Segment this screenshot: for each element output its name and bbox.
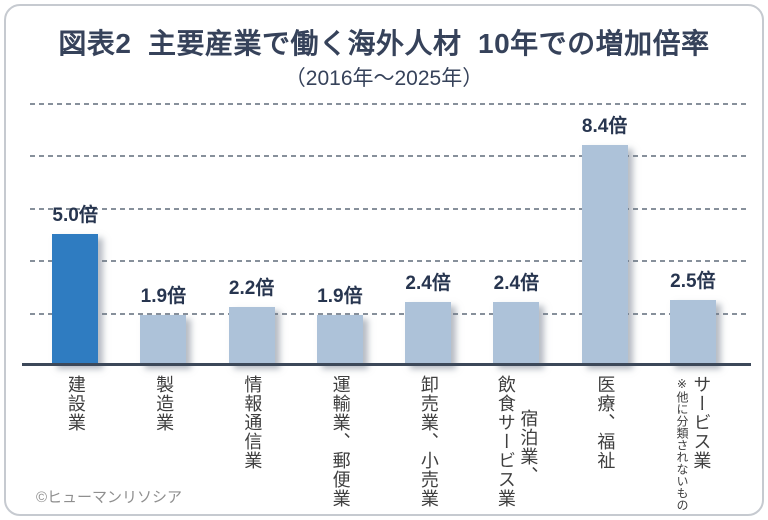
grid-layer xyxy=(30,103,748,365)
category-label-column: サービス業 xyxy=(691,375,712,470)
category-label-column: 情報通信業 xyxy=(242,375,263,470)
bar-slot: 2.4倍 xyxy=(384,103,472,365)
bars-layer: 5.0倍 1.9倍 2.2倍 1.9倍 2.4倍 2.4倍 8.4倍 2.5倍 xyxy=(31,103,737,365)
category-label: サービス業 ※他に分類されないもの xyxy=(649,375,737,511)
bar-slot: 2.5倍 xyxy=(649,103,737,365)
category-label: 建設業 xyxy=(31,375,119,511)
category-label: 情報通信業 xyxy=(208,375,296,511)
bar xyxy=(140,315,187,365)
bar xyxy=(316,315,363,365)
category-label-column: 宿泊業、 xyxy=(518,409,539,485)
bar xyxy=(493,302,540,365)
category-label-column: 建設業 xyxy=(65,375,86,432)
category-label-column: 製造業 xyxy=(154,375,175,432)
category-label: 宿泊業、 飲食サービス業 xyxy=(472,375,560,511)
category-label-column: 運輸業、郵便業 xyxy=(330,375,351,508)
category-label: 運輸業、郵便業 xyxy=(296,375,384,511)
bar xyxy=(52,234,99,365)
bar-value-label: 2.4倍 xyxy=(493,273,540,295)
bar xyxy=(581,144,628,365)
gridline xyxy=(30,155,748,158)
category-label: 医療、福祉 xyxy=(561,375,649,511)
bar xyxy=(405,302,452,365)
bar-slot: 5.0倍 xyxy=(31,103,119,365)
bar-slot: 2.2倍 xyxy=(208,103,296,365)
category-label-column: 卸売業、小売業 xyxy=(418,375,439,508)
bar-slot: 2.4倍 xyxy=(472,103,560,365)
category-label: 卸売業、小売業 xyxy=(384,375,472,511)
chart-title: 図表2 主要産業で働く海外人材 10年での増加倍率 xyxy=(58,28,710,59)
category-label: 製造業 xyxy=(119,375,207,511)
category-labels: 建設業 製造業 情報通信業 運輸業、郵便業 卸売業、小売業 宿泊業、 飲食サービ… xyxy=(31,375,737,511)
chart-frame xyxy=(4,4,764,516)
bar-value-label: 1.9倍 xyxy=(140,286,187,308)
bar-slot: 1.9倍 xyxy=(296,103,384,365)
bar xyxy=(669,299,716,365)
bar xyxy=(228,307,275,365)
bar-value-label: 1.9倍 xyxy=(317,286,363,308)
chart-subtitle: （2016年～2025年） xyxy=(284,67,484,90)
credit-text: ©ヒューマンリソシア xyxy=(36,489,183,506)
bar-value-label: 2.2倍 xyxy=(228,278,275,300)
bar-value-label: 5.0倍 xyxy=(52,205,98,226)
bar-value-label: 8.4倍 xyxy=(581,115,628,137)
category-note: ※他に分類されないもの xyxy=(674,377,689,511)
gridline xyxy=(30,312,748,315)
category-label-column: 飲食サービス業 xyxy=(495,375,516,508)
x-axis-line xyxy=(22,363,751,366)
gridline xyxy=(30,260,748,263)
gridline xyxy=(30,103,748,105)
gridline xyxy=(30,207,748,210)
bar-slot: 8.4倍 xyxy=(561,103,649,365)
category-label-column: 医療、福祉 xyxy=(595,375,616,470)
bar-value-label: 2.4倍 xyxy=(405,273,451,295)
bar-value-label: 2.5倍 xyxy=(670,270,716,292)
bar-slot: 1.9倍 xyxy=(119,103,207,365)
